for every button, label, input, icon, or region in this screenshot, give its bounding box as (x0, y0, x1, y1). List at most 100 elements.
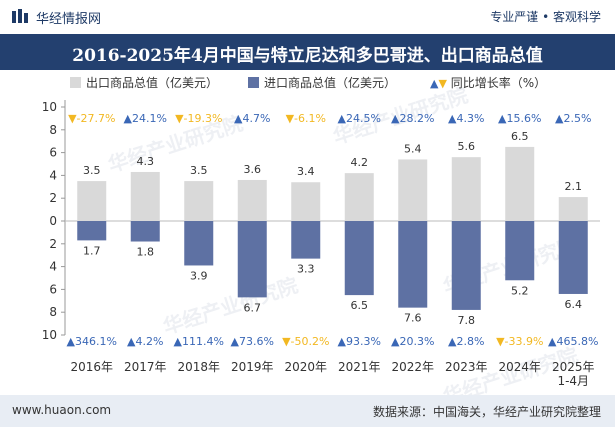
export-value-label: 4.2 (351, 156, 369, 169)
x-category-label: 2022年 (391, 360, 434, 374)
import-bar (344, 221, 374, 296)
import-bar (291, 221, 321, 259)
y-tick-label: 0 (49, 214, 57, 228)
import-bar (398, 221, 428, 308)
y-tick-label: 6 (49, 282, 57, 296)
export-value-label: 6.5 (511, 130, 529, 143)
y-tick-label: 4 (49, 260, 57, 274)
export-yoy-label: ▲4.7% (234, 112, 270, 125)
x-category-label: 2018年 (177, 360, 220, 374)
import-value-label: 3.9 (190, 269, 208, 282)
x-category-label: 2020年 (284, 360, 327, 374)
import-bar (77, 221, 107, 241)
export-value-label: 5.6 (458, 140, 476, 153)
triangle-up-icon: ▲ (430, 77, 439, 90)
legend-export-label: 出口商品总值（亿美元） (86, 76, 219, 90)
import-value-label: 3.3 (297, 263, 315, 276)
x-category-label: 2025年 (552, 360, 595, 374)
brand-logo-icon (12, 9, 28, 23)
export-bar (451, 157, 481, 221)
import-value-label: 7.6 (404, 312, 422, 325)
x-category-label: 2016年 (70, 360, 113, 374)
x-category-label: 2023年 (445, 360, 488, 374)
y-tick-label: 2 (49, 237, 57, 251)
export-yoy-label: ▲28.2% (391, 112, 434, 125)
website-link[interactable]: www.huaon.com (12, 403, 112, 417)
import-value-label: 6.4 (565, 298, 583, 311)
import-yoy-label: ▲20.3% (391, 335, 434, 348)
export-bar (344, 173, 374, 221)
y-tick-label: 4 (49, 168, 57, 182)
import-yoy-label: ▲4.2% (127, 335, 163, 348)
slogan: 专业严谨 • 客观科学 (490, 10, 601, 24)
footer: www.huaon.com 数据来源：中国海关，华经产业研究院整理 (0, 395, 615, 427)
import-bar (505, 221, 535, 281)
import-value-label: 6.7 (244, 301, 262, 314)
import-value-label: 1.8 (137, 246, 155, 259)
export-bar (130, 171, 160, 221)
export-yoy-label: ▲24.5% (338, 112, 381, 125)
import-yoy-label: ▲465.8% (548, 335, 598, 348)
export-value-label: 2.1 (565, 180, 583, 193)
x-category-label: 2021年 (338, 360, 381, 374)
import-bar (451, 221, 481, 310)
import-bar (184, 221, 214, 266)
export-yoy-label: ▼-6.1% (286, 112, 326, 125)
x-category-label: 1-4月 (557, 374, 589, 388)
import-yoy-label: ▲2.8% (448, 335, 484, 348)
title-bar: 2016-2025年4月中国与特立尼达和多巴哥进、出口商品总值 (0, 34, 615, 70)
import-yoy-label: ▲93.3% (338, 335, 381, 348)
export-yoy-label: ▲24.1% (124, 112, 167, 125)
import-bar (237, 221, 267, 298)
export-bar (184, 181, 214, 221)
y-tick-label: 2 (49, 191, 57, 205)
x-category-label: 2017年 (124, 360, 167, 374)
legend-yoy: ▲▼ 同比增长率（%） (430, 74, 546, 91)
import-value-label: 6.5 (351, 299, 369, 312)
triangle-down-icon: ▼ (438, 77, 447, 90)
x-category-label: 2024年 (498, 360, 541, 374)
legend-yoy-label: 同比增长率（%） (450, 76, 547, 90)
export-value-label: 5.4 (404, 142, 422, 155)
legend-import-label: 进口商品总值（亿美元） (264, 76, 397, 90)
export-value-label: 3.5 (190, 164, 208, 177)
import-bar (130, 221, 160, 242)
y-tick-label: 8 (49, 305, 57, 319)
import-value-label: 1.7 (83, 244, 101, 257)
export-yoy-label: ▲4.3% (448, 112, 484, 125)
export-bar (291, 182, 321, 221)
data-source: 数据来源：中国海关，华经产业研究院整理 (372, 405, 601, 419)
top-bar: 华经情报网 专业严谨 • 客观科学 (0, 0, 615, 34)
import-value-label: 7.8 (458, 314, 476, 327)
import-yoy-label: ▲346.1% (67, 335, 117, 348)
y-tick-label: 10 (42, 328, 57, 342)
y-tick-label: 8 (49, 123, 57, 137)
export-bar (237, 179, 267, 221)
x-category-label: 2019年 (231, 360, 274, 374)
import-yoy-label: ▲73.6% (231, 335, 274, 348)
export-bar (558, 197, 588, 221)
y-tick-label: 10 (42, 100, 57, 114)
legend-import: 进口商品总值（亿美元） (248, 74, 396, 91)
import-yoy-label: ▲111.4% (174, 335, 224, 348)
export-value-label: 3.6 (244, 163, 262, 176)
export-yoy-label: ▼-19.3% (175, 112, 222, 125)
export-yoy-label: ▲2.5% (555, 112, 591, 125)
import-value-label: 5.2 (511, 284, 529, 297)
export-bar (77, 181, 107, 221)
brand-name[interactable]: 华经情报网 (36, 12, 102, 27)
export-yoy-label: ▼-27.7% (68, 112, 115, 125)
legend-import-swatch (248, 77, 259, 88)
export-bar (505, 146, 535, 221)
export-yoy-label: ▲15.6% (498, 112, 541, 125)
chart-title: 2016-2025年4月中国与特立尼达和多巴哥进、出口商品总值 (72, 46, 543, 66)
import-yoy-label: ▼-50.2% (282, 335, 329, 348)
export-bar (398, 159, 428, 221)
export-value-label: 3.4 (297, 165, 315, 178)
export-value-label: 4.3 (137, 155, 155, 168)
import-yoy-label: ▼-33.9% (496, 335, 543, 348)
export-value-label: 3.5 (83, 164, 101, 177)
legend-export: 出口商品总值（亿美元） (70, 74, 218, 91)
